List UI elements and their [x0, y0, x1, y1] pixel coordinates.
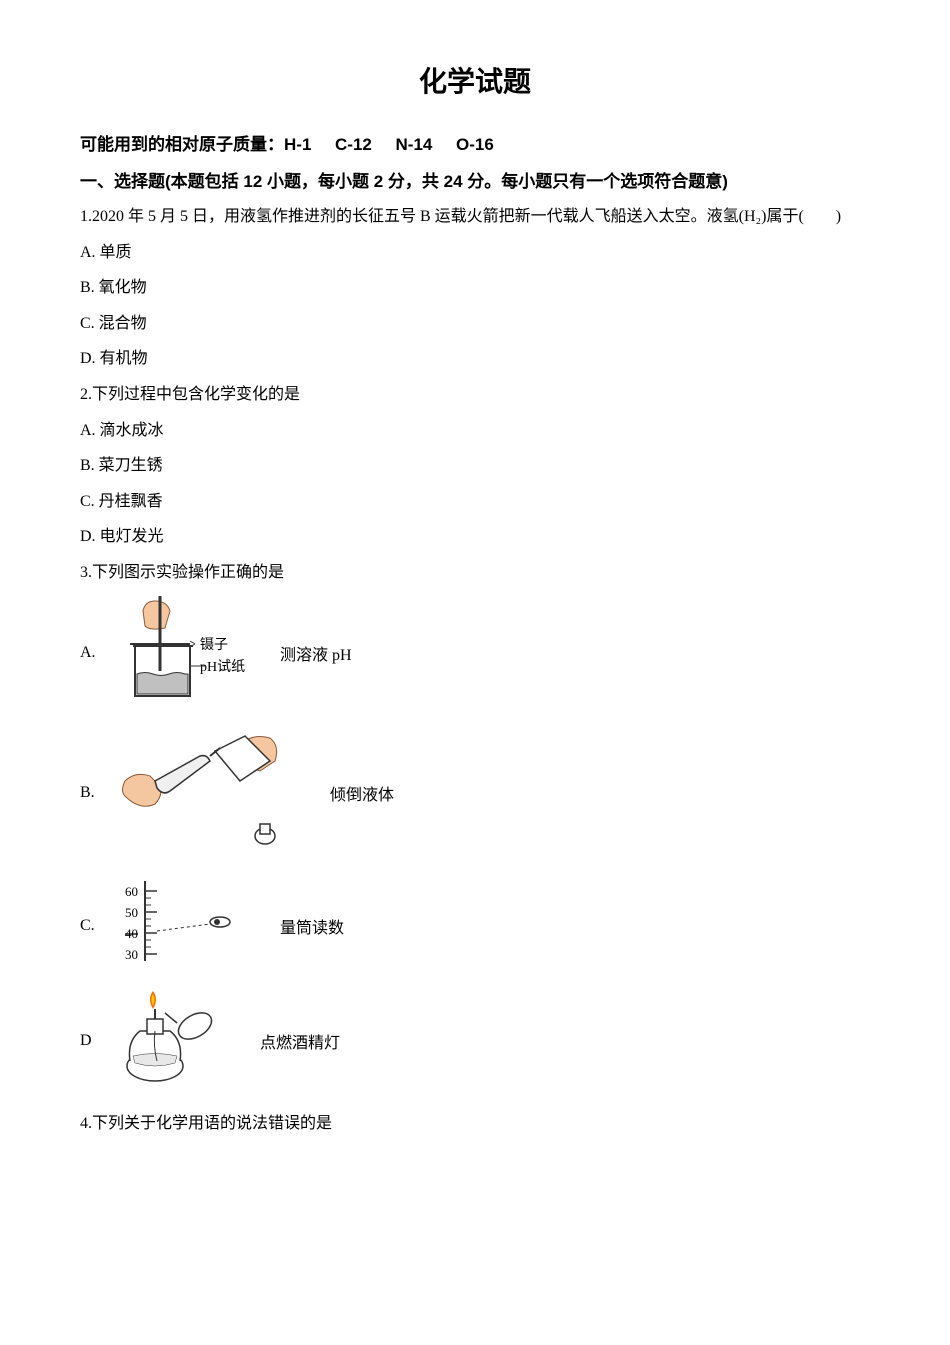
q3-opt-c-image: 60 50 40 30 — [115, 876, 265, 976]
atomic-o: O-16 — [456, 135, 494, 154]
q4-text: 4.下列关于化学用语的说法错误的是 — [80, 1111, 870, 1137]
q2-text: 2.下列过程中包含化学变化的是 — [80, 382, 870, 408]
q3-opt-b-desc: 倾倒液体 — [330, 781, 394, 805]
q1-text: 1.2020 年 5 月 5 日，用液氢作推进剂的长征五号 B 运载火箭把新一代… — [80, 204, 870, 230]
q3-opt-c-row: C. 60 50 40 30 量筒读数 — [80, 876, 870, 976]
q3-opt-d-image — [115, 991, 245, 1091]
atomic-mass-line: 可能用到的相对原子质量：H-1 C-12 N-14 O-16 — [80, 130, 870, 155]
q3-opt-a-image: 镊子 pH试纸 — [115, 596, 265, 711]
q2-opt-d: D. 电灯发光 — [80, 524, 870, 550]
q3-opt-b-label: B. — [80, 784, 105, 802]
q3-opt-a-desc: 测溶液 pH — [280, 641, 352, 665]
q3-opt-d-row: D 点燃酒精灯 — [80, 991, 870, 1091]
tweezers-label: 镊子 — [200, 637, 228, 653]
q3-text: 3.下列图示实验操作正确的是 — [80, 560, 870, 586]
svg-text:50: 50 — [125, 905, 138, 920]
q3-opt-b-row: B. 倾倒液体 — [80, 726, 870, 861]
svg-text:60: 60 — [125, 884, 138, 899]
q3-opt-c-label: C. — [80, 917, 105, 935]
svg-text:40: 40 — [125, 926, 138, 941]
q3-opt-d-desc: 点燃酒精灯 — [260, 1029, 340, 1053]
svg-text:30: 30 — [125, 947, 138, 962]
q1-opt-a: A. 单质 — [80, 240, 870, 266]
q2-opt-b: B. 菜刀生锈 — [80, 453, 870, 479]
atomic-c: C-12 — [335, 135, 372, 154]
q3-opt-a-row: A. 镊子 pH试纸 测溶液 pH — [80, 596, 870, 711]
q2-opt-c: C. 丹桂飘香 — [80, 489, 870, 515]
q3-opt-b-image — [115, 726, 315, 861]
q1-opt-c: C. 混合物 — [80, 311, 870, 337]
q3-opt-c-desc: 量筒读数 — [280, 914, 344, 938]
q2-opt-a: A. 滴水成冰 — [80, 418, 870, 444]
atomic-h: H-1 — [284, 135, 311, 154]
q1-opt-b: B. 氧化物 — [80, 275, 870, 301]
page-title: 化学试题 — [80, 60, 870, 100]
atomic-mass-prefix: 可能用到的相对原子质量： — [80, 135, 284, 154]
ph-paper-label: pH试纸 — [200, 659, 245, 675]
q1-opt-d: D. 有机物 — [80, 346, 870, 372]
q3-opt-a-label: A. — [80, 644, 105, 662]
atomic-n: N-14 — [396, 135, 433, 154]
q3-opt-d-label: D — [80, 1032, 105, 1050]
section-header: 一、选择题(本题包括 12 小题，每小题 2 分，共 24 分。每小题只有一个选… — [80, 167, 870, 192]
